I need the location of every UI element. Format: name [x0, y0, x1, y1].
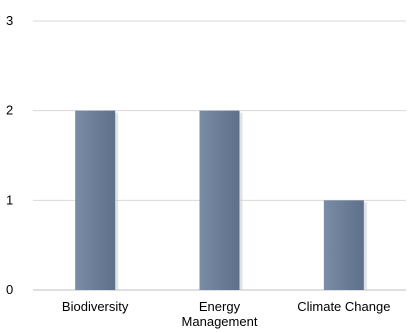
- y-tick-label: 3: [6, 13, 13, 28]
- bar-climate-change: [323, 200, 364, 290]
- x-tick-label-line: Biodiversity: [62, 299, 129, 314]
- y-axis: 0 1 2 3: [6, 13, 13, 297]
- x-tick-label-line: Energy: [199, 299, 241, 314]
- x-tick-label-line: Climate Change: [297, 299, 390, 314]
- y-tick-label: 1: [6, 192, 13, 207]
- bars: [75, 110, 367, 291]
- x-axis-labels: Biodiversity Energy Management Climate Chan…: [62, 299, 391, 329]
- y-tick-label: 0: [6, 282, 13, 297]
- x-tick-label: Biodiversity: [62, 299, 129, 314]
- bar-energy-management: [199, 110, 240, 291]
- y-tick-label: 2: [6, 103, 13, 118]
- x-tick-label-line: Management: [182, 314, 258, 329]
- x-tick-label: Energy Management: [182, 299, 258, 329]
- x-tick-label: Climate Change: [297, 299, 390, 314]
- bar-biodiversity: [75, 110, 116, 291]
